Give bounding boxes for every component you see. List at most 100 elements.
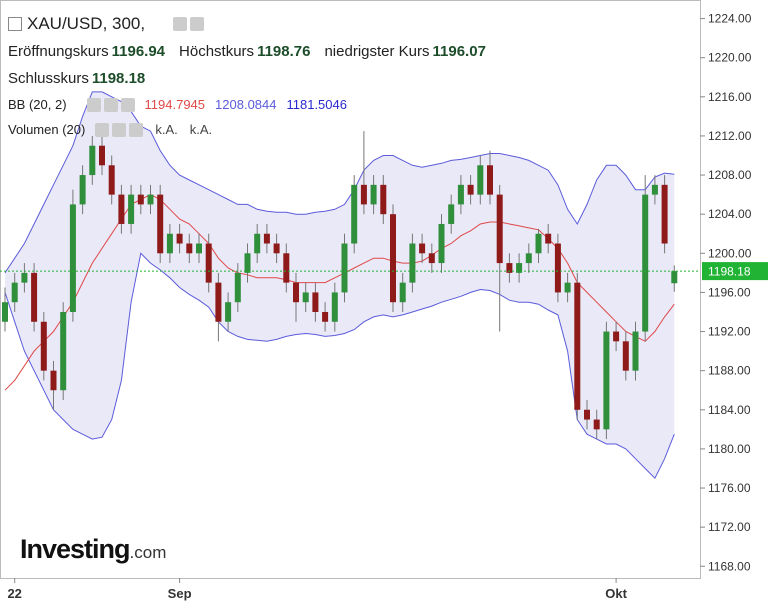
candle-body bbox=[642, 194, 649, 332]
candle-body bbox=[99, 145, 105, 166]
candle-body bbox=[516, 263, 523, 273]
bb-band bbox=[5, 91, 675, 479]
y-tick-label: 1196.00 bbox=[708, 285, 751, 299]
y-tick-label: 1212.00 bbox=[708, 129, 752, 143]
low-value: 1196.07 bbox=[432, 43, 486, 60]
candle-body bbox=[234, 272, 241, 303]
settings-icon[interactable] bbox=[190, 17, 205, 31]
candle-body bbox=[186, 243, 193, 254]
candle-body bbox=[205, 243, 212, 283]
last-price-label: 1198.18 bbox=[708, 265, 751, 279]
candle-body bbox=[273, 243, 280, 254]
candle-body bbox=[2, 302, 8, 322]
candle-body bbox=[632, 331, 639, 371]
candle-body bbox=[380, 184, 387, 215]
x-tick-label: Okt bbox=[605, 586, 627, 601]
y-tick-label: 1216.00 bbox=[708, 90, 752, 104]
candle-body bbox=[215, 282, 222, 322]
symbol-title: XAU/USD, 300, bbox=[27, 14, 146, 33]
y-tick-label: 1184.00 bbox=[708, 403, 751, 417]
bb-middle-value: 1194.7945 bbox=[144, 97, 206, 112]
candle-body bbox=[671, 271, 678, 284]
candle-body bbox=[263, 233, 270, 244]
candle-body bbox=[651, 184, 658, 195]
candle-body bbox=[399, 282, 406, 303]
candle-body bbox=[496, 194, 503, 264]
volume-value: k.A. bbox=[189, 122, 213, 137]
candle-body bbox=[283, 253, 290, 283]
candle-body bbox=[506, 263, 513, 273]
y-tick-label: 1172.00 bbox=[708, 520, 751, 534]
y-tick-label: 1204.00 bbox=[708, 207, 752, 221]
y-tick-label: 1168.00 bbox=[708, 559, 751, 573]
legend-header: XAU/USD, 300, Eröffnungskurs 1196.94 Höchs… bbox=[8, 10, 500, 142]
logo-text: Investing bbox=[20, 534, 131, 564]
volume-label: Volumen (20) bbox=[8, 122, 86, 137]
y-tick-label: 1208.00 bbox=[708, 168, 752, 182]
high-label: Höchstkurs bbox=[179, 43, 255, 60]
collapse-icon[interactable] bbox=[8, 17, 22, 31]
candle-body bbox=[554, 243, 561, 293]
y-tick-label: 1188.00 bbox=[708, 364, 751, 378]
candle-body bbox=[419, 243, 426, 254]
logo-suffix: .com bbox=[129, 543, 167, 562]
candle-body bbox=[390, 214, 396, 303]
high-value: 1198.76 bbox=[257, 43, 311, 60]
candle-body bbox=[370, 184, 377, 205]
candle-body bbox=[21, 272, 28, 283]
candle-body bbox=[331, 292, 338, 322]
candle-body bbox=[584, 409, 590, 420]
candle-body bbox=[535, 233, 542, 254]
close-icon[interactable] bbox=[120, 97, 135, 112]
candle-body bbox=[108, 165, 115, 195]
candle-body bbox=[254, 233, 261, 254]
bb-lower-line bbox=[4, 252, 675, 480]
candle-body bbox=[225, 302, 232, 322]
eye-icon[interactable] bbox=[86, 97, 101, 112]
candle-body bbox=[613, 331, 620, 342]
candle-body bbox=[467, 184, 474, 195]
candle-body bbox=[322, 311, 329, 322]
candle-body bbox=[603, 331, 610, 430]
eye-icon[interactable] bbox=[95, 122, 110, 137]
settings-icon[interactable] bbox=[112, 122, 127, 137]
bb-upper-value: 1208.0844 bbox=[215, 97, 277, 112]
open-value: 1196.94 bbox=[111, 43, 166, 60]
candle-body bbox=[341, 243, 348, 293]
x-tick-label: 22 bbox=[7, 586, 21, 601]
candle-body bbox=[69, 204, 76, 312]
y-tick-label: 1192.00 bbox=[708, 325, 751, 339]
candle-body bbox=[448, 204, 455, 224]
candle-body bbox=[60, 311, 67, 391]
y-tick-label: 1224.00 bbox=[708, 12, 752, 26]
candle-body bbox=[11, 282, 18, 303]
candle-body bbox=[428, 253, 435, 264]
volume-value: k.A. bbox=[155, 122, 178, 137]
candle-body bbox=[79, 175, 86, 205]
candle-body bbox=[525, 253, 532, 264]
logo: Investing.com bbox=[20, 534, 166, 565]
candle-body bbox=[40, 321, 47, 371]
candle-body bbox=[545, 233, 552, 244]
candle-body bbox=[31, 272, 38, 322]
y-tick-label: 1180.00 bbox=[708, 442, 751, 456]
y-tick-label: 1200.00 bbox=[708, 246, 752, 260]
candle-body bbox=[487, 165, 493, 195]
open-label: Eröffnungskurs bbox=[8, 43, 109, 60]
candle-body bbox=[244, 253, 251, 273]
close-icon[interactable] bbox=[129, 122, 144, 137]
candle-body bbox=[351, 184, 358, 244]
eye-icon[interactable] bbox=[173, 17, 188, 31]
candle-body bbox=[622, 341, 629, 371]
settings-icon[interactable] bbox=[103, 97, 118, 112]
last-price-box bbox=[702, 262, 768, 281]
candle-body bbox=[477, 165, 484, 195]
candle-body bbox=[409, 243, 416, 283]
candle-body bbox=[312, 292, 319, 312]
candle-body bbox=[128, 194, 135, 224]
close-value: 1198.18 bbox=[91, 70, 146, 87]
candle-body bbox=[438, 223, 445, 264]
bb-middle-line bbox=[4, 194, 675, 391]
